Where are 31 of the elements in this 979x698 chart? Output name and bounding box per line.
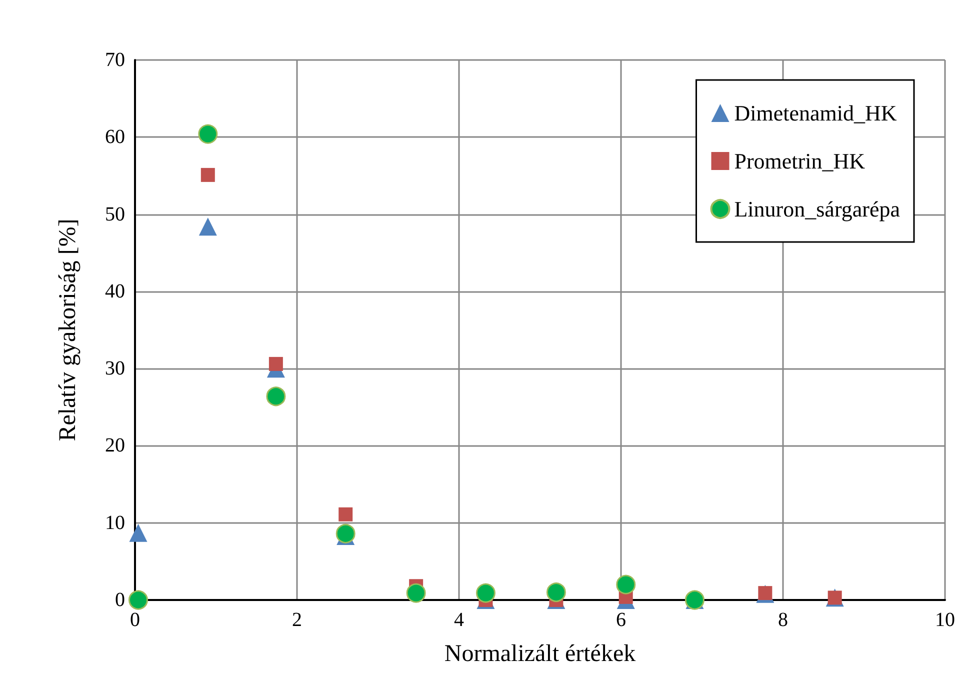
y-tick-label: 70 [105, 49, 125, 71]
y-tick-label: 20 [105, 434, 125, 457]
point [616, 574, 636, 594]
point [129, 524, 148, 542]
x-axis-title: Normalizált értékek [444, 641, 636, 667]
legend-label: Dimetenamid_HK [734, 100, 897, 126]
y-tick-label: 60 [105, 126, 125, 148]
y-tick-label: 40 [105, 280, 125, 302]
point [546, 582, 566, 602]
x-tick-label: 0 [130, 609, 140, 631]
y-axis-title: Relatív gyakoriság [%] [55, 218, 81, 442]
y-tick-label: 50 [105, 203, 125, 226]
point [266, 386, 286, 406]
point [198, 124, 218, 144]
point [338, 507, 353, 522]
y-tick-label: 10 [105, 512, 125, 534]
point [406, 583, 426, 603]
point [200, 168, 215, 182]
x-tick-label: 4 [454, 609, 464, 631]
point [128, 590, 148, 610]
y-tick-label: 30 [105, 358, 125, 380]
y-tick-label: 0 [115, 589, 125, 611]
x-tick-label: 10 [935, 609, 955, 631]
point [476, 583, 496, 603]
x-tick-label: 8 [778, 609, 788, 631]
legend-label: Prometrin_HK [734, 148, 866, 174]
point [268, 356, 283, 371]
point [198, 218, 217, 236]
x-tick-label: 2 [292, 609, 302, 631]
x-tick-label: 6 [616, 609, 626, 631]
legend-label: Linuron_sárgarépa [734, 196, 900, 222]
